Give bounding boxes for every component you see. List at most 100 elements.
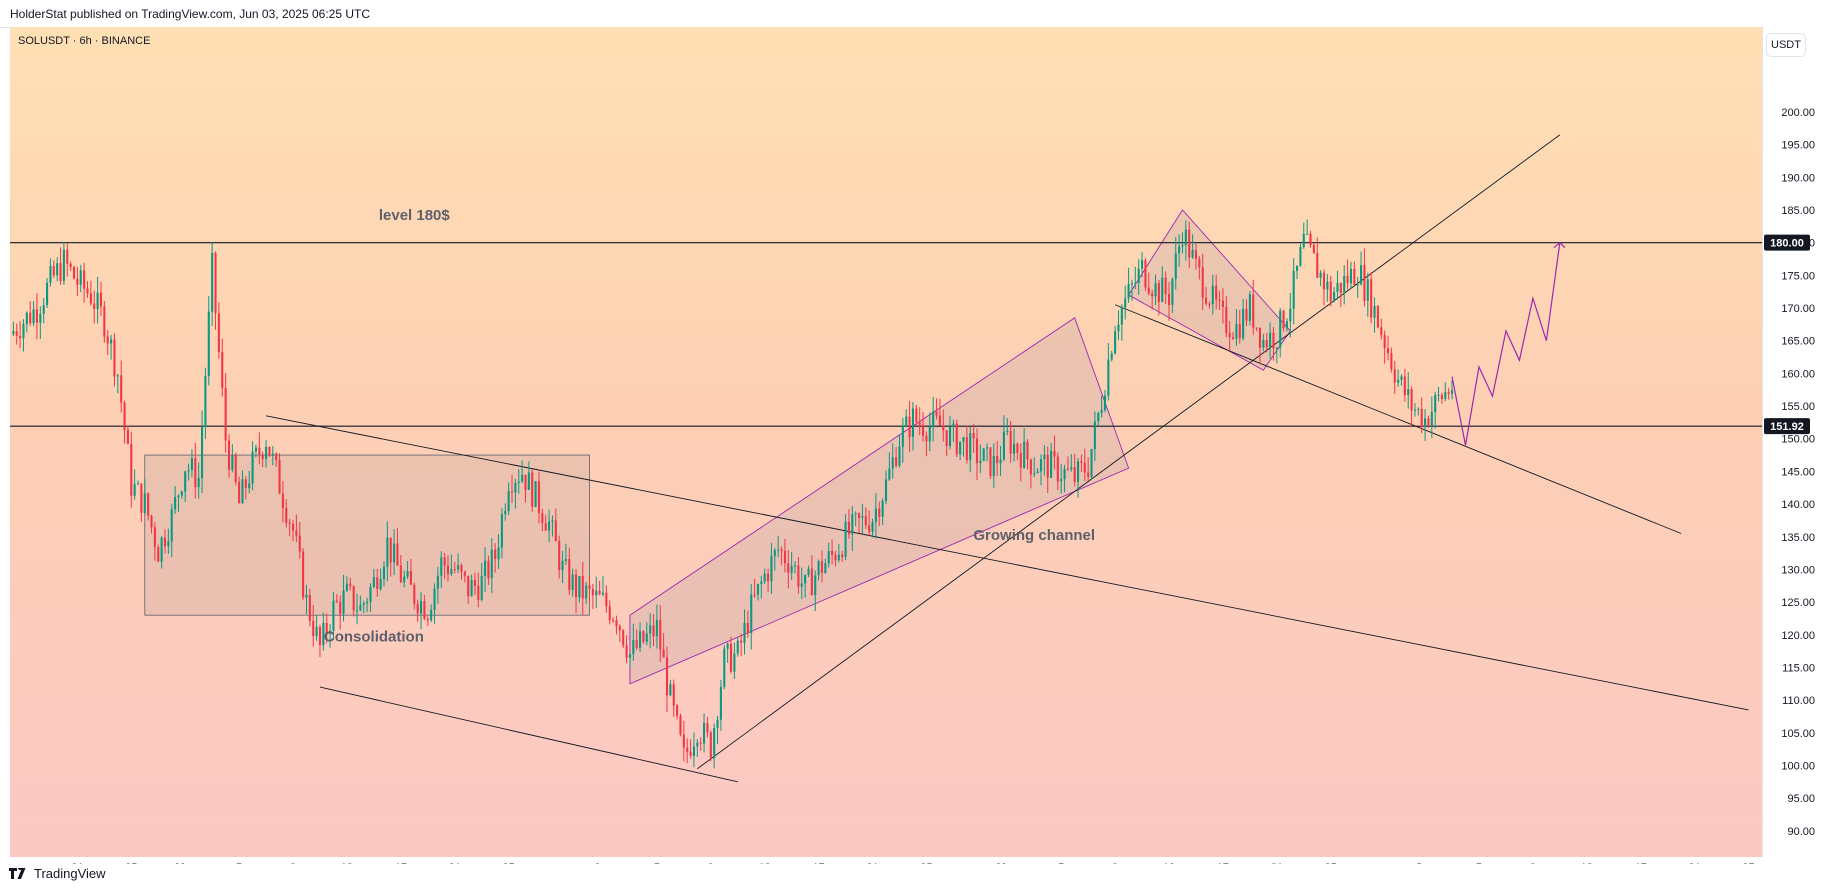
candle-body[interactable] bbox=[911, 408, 914, 438]
candle-body[interactable] bbox=[1403, 376, 1406, 395]
candle-body[interactable] bbox=[1447, 392, 1450, 394]
candle-body[interactable] bbox=[1181, 245, 1184, 247]
candle-body[interactable] bbox=[932, 411, 935, 427]
candle-body[interactable] bbox=[1201, 267, 1204, 298]
candle-body[interactable] bbox=[1191, 249, 1194, 258]
candle-body[interactable] bbox=[285, 508, 288, 523]
candle-body[interactable] bbox=[1167, 293, 1171, 306]
candle-body[interactable] bbox=[251, 451, 254, 484]
candle-body[interactable] bbox=[837, 554, 840, 561]
candle-body[interactable] bbox=[645, 633, 648, 642]
candle-body[interactable] bbox=[295, 530, 298, 536]
candle-body[interactable] bbox=[676, 705, 679, 716]
candle-body[interactable] bbox=[1410, 389, 1413, 411]
candle-body[interactable] bbox=[881, 500, 884, 517]
candle-body[interactable] bbox=[1060, 479, 1063, 482]
candle-body[interactable] bbox=[635, 640, 638, 648]
candle-body[interactable] bbox=[99, 292, 103, 307]
candle-body[interactable] bbox=[942, 425, 945, 431]
candle-body[interactable] bbox=[1161, 277, 1164, 303]
candle-body[interactable] bbox=[1117, 324, 1120, 332]
candle-body[interactable] bbox=[362, 603, 365, 605]
candle-body[interactable] bbox=[1376, 306, 1379, 328]
candle-body[interactable] bbox=[1056, 456, 1059, 482]
candle-body[interactable] bbox=[1097, 412, 1100, 422]
candle-body[interactable] bbox=[366, 601, 369, 604]
candle-body[interactable] bbox=[777, 549, 780, 551]
candle-body[interactable] bbox=[743, 622, 746, 643]
candle-body[interactable] bbox=[1258, 328, 1262, 348]
descending-resistance-line[interactable] bbox=[265, 415, 1749, 711]
candle-body[interactable] bbox=[1006, 430, 1009, 432]
candle-body[interactable] bbox=[1316, 253, 1319, 278]
candle-body[interactable] bbox=[669, 684, 672, 696]
candle-body[interactable] bbox=[1279, 310, 1282, 348]
candle-body[interactable] bbox=[291, 523, 295, 531]
candle-body[interactable] bbox=[750, 594, 753, 634]
candle-body[interactable] bbox=[1282, 310, 1285, 329]
candle-body[interactable] bbox=[1174, 253, 1177, 280]
candle-body[interactable] bbox=[1269, 332, 1272, 348]
candle-body[interactable] bbox=[1087, 472, 1090, 477]
candle-body[interactable] bbox=[780, 549, 783, 551]
candle-body[interactable] bbox=[56, 263, 59, 276]
candle-body[interactable] bbox=[244, 479, 247, 489]
candle-body[interactable] bbox=[868, 525, 871, 532]
candle-body[interactable] bbox=[69, 263, 72, 268]
candle-body[interactable] bbox=[1272, 332, 1275, 349]
candle-body[interactable] bbox=[1083, 462, 1086, 473]
candle-body[interactable] bbox=[446, 565, 450, 575]
candle-body[interactable] bbox=[905, 416, 908, 427]
candle-body[interactable] bbox=[814, 575, 817, 596]
candle-body[interactable] bbox=[1329, 281, 1332, 302]
candle-body[interactable] bbox=[585, 585, 588, 599]
candle-body[interactable] bbox=[1184, 229, 1187, 246]
candle-body[interactable] bbox=[1333, 292, 1336, 302]
candle-body[interactable] bbox=[453, 569, 456, 571]
candle-body[interactable] bbox=[925, 435, 928, 442]
candle-body[interactable] bbox=[207, 311, 210, 377]
candle-body[interactable] bbox=[248, 483, 251, 489]
candle-body[interactable] bbox=[1343, 275, 1346, 293]
candle-body[interactable] bbox=[1208, 303, 1211, 305]
candle-body[interactable] bbox=[1302, 233, 1305, 248]
candle-body[interactable] bbox=[1356, 284, 1359, 286]
candle-body[interactable] bbox=[436, 575, 439, 589]
candle-body[interactable] bbox=[349, 583, 352, 587]
candle-body[interactable] bbox=[878, 508, 881, 517]
candle-body[interactable] bbox=[1080, 461, 1083, 463]
candle-body[interactable] bbox=[982, 448, 985, 461]
tradingview-logo[interactable]: TradingView bbox=[9, 866, 106, 881]
candle-body[interactable] bbox=[662, 649, 665, 658]
candle-body[interactable] bbox=[858, 513, 861, 519]
candle-body[interactable] bbox=[1450, 389, 1454, 394]
candle-body[interactable] bbox=[12, 331, 15, 335]
candle-body[interactable] bbox=[564, 559, 567, 561]
candle-body[interactable] bbox=[457, 565, 460, 570]
candle-body[interactable] bbox=[59, 263, 62, 281]
candle-body[interactable] bbox=[1397, 379, 1400, 383]
candle-body[interactable] bbox=[231, 455, 234, 470]
candle-body[interactable] bbox=[275, 453, 278, 460]
candle-body[interactable] bbox=[305, 594, 308, 598]
candle-body[interactable] bbox=[211, 252, 214, 312]
candle-body[interactable] bbox=[689, 751, 692, 756]
candle-body[interactable] bbox=[1312, 244, 1315, 254]
candle-body[interactable] bbox=[1434, 395, 1437, 412]
candle-body[interactable] bbox=[163, 537, 167, 547]
candle-body[interactable] bbox=[598, 590, 601, 595]
candle-body[interactable] bbox=[1012, 443, 1016, 454]
candle-body[interactable] bbox=[1346, 275, 1349, 284]
candle-body[interactable] bbox=[1194, 249, 1198, 259]
candle-body[interactable] bbox=[844, 521, 847, 558]
candle-body[interactable] bbox=[797, 565, 800, 587]
candle-body[interactable] bbox=[298, 535, 301, 552]
price-scale[interactable]: 90.00 95.00 100.00 105.00 110.00 115.00 120.00… bbox=[1762, 27, 1827, 857]
candle-body[interactable] bbox=[312, 620, 315, 637]
candle-body[interactable] bbox=[679, 715, 682, 735]
candle-body[interactable] bbox=[130, 443, 133, 496]
candle-body[interactable] bbox=[1309, 233, 1312, 245]
candle-body[interactable] bbox=[736, 640, 739, 654]
candle-body[interactable] bbox=[864, 516, 867, 526]
candle-body[interactable] bbox=[639, 631, 642, 648]
